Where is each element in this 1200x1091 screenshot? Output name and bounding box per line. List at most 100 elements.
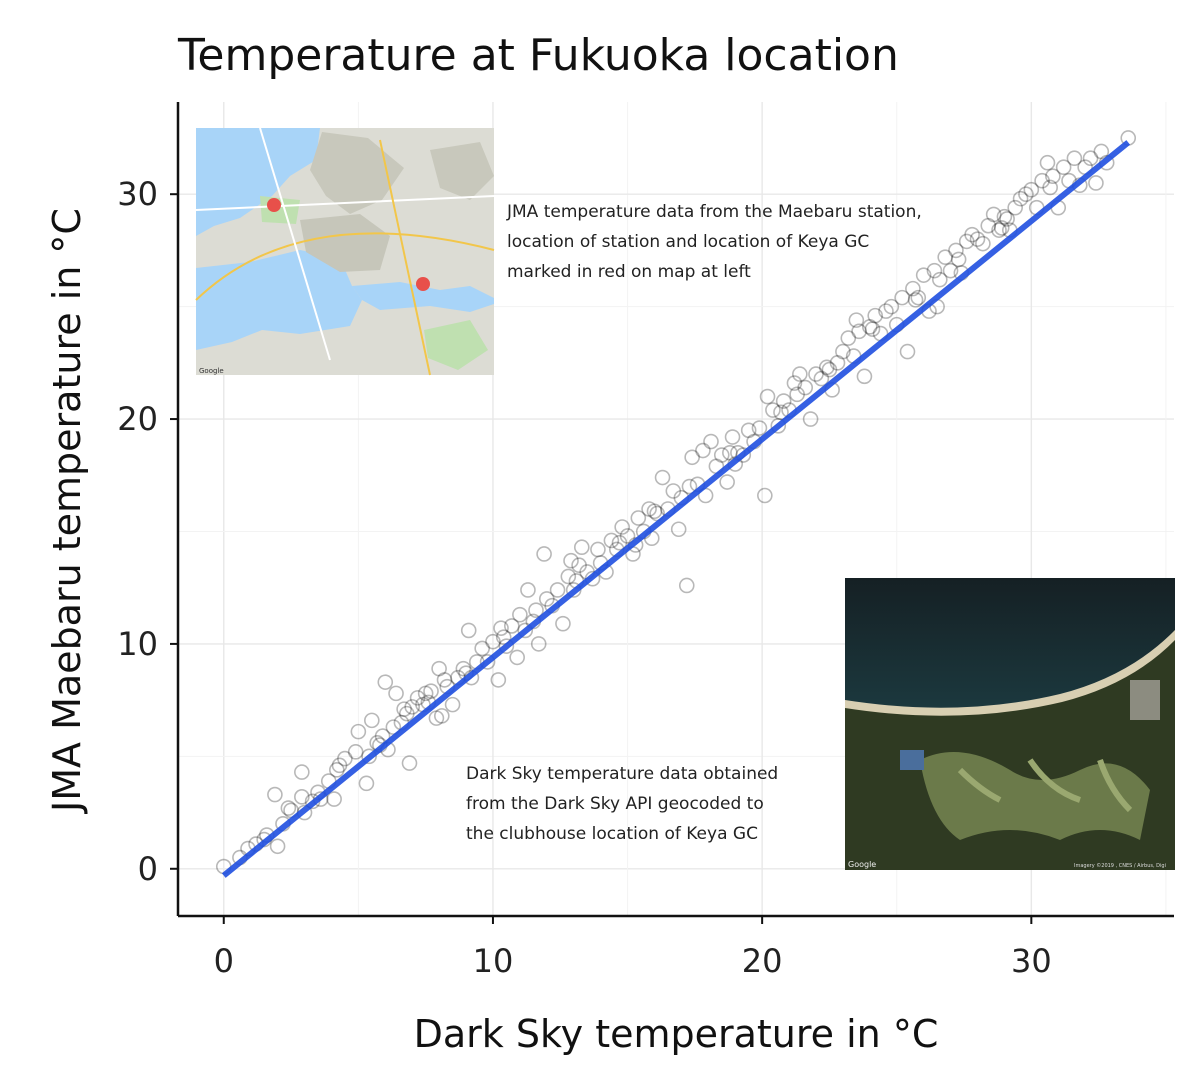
data-point (740, 422, 757, 439)
data-point (611, 534, 628, 551)
data-point (835, 343, 851, 360)
data-point (409, 690, 426, 706)
data-point (1093, 143, 1110, 160)
data-point (980, 217, 997, 234)
data-point (1042, 179, 1058, 196)
data-point (573, 539, 590, 556)
data-point (337, 750, 353, 767)
data-point (455, 660, 472, 677)
data-point (703, 433, 719, 450)
data-point (907, 292, 924, 308)
data-point (358, 775, 375, 792)
data-point (993, 220, 1010, 236)
data-point (786, 375, 803, 391)
data-point (493, 620, 509, 636)
data-point (267, 786, 283, 803)
annotation-jma-line-1: JMA temperature data from the Maebaru st… (506, 202, 922, 222)
data-point (503, 618, 520, 634)
y-tick-label: 20 (117, 400, 158, 438)
data-point (910, 289, 927, 306)
data-point (431, 660, 447, 677)
data-point (808, 366, 824, 382)
data-point (641, 501, 657, 517)
fit-line (221, 140, 1131, 878)
data-point (364, 712, 380, 729)
data-point (905, 280, 921, 297)
data-point (724, 429, 741, 445)
annotation-darksky-line-2: from the Dark Sky API geocoded to (466, 794, 764, 814)
data-point (428, 710, 445, 726)
data-point (975, 235, 991, 252)
data-point (883, 298, 900, 315)
data-point (1088, 175, 1104, 191)
data-point (423, 683, 439, 699)
data-point (937, 249, 953, 265)
data-point (829, 355, 846, 371)
data-point (821, 361, 838, 378)
data-point (460, 622, 477, 639)
data-point (969, 231, 986, 247)
data-point (388, 685, 404, 702)
data-point (1066, 150, 1083, 167)
data-point (797, 379, 814, 396)
data-point (985, 206, 1002, 223)
data-point (713, 447, 730, 463)
data-point (1034, 172, 1050, 189)
annotation-darksky-line-1: Dark Sky temperature data obtained (466, 764, 778, 784)
data-point (434, 708, 450, 724)
data-point (681, 478, 698, 495)
data-point (958, 233, 975, 250)
data-point (520, 582, 536, 598)
data-point (509, 649, 525, 666)
data-point (862, 319, 878, 335)
data-point (770, 418, 787, 434)
data-point (603, 532, 620, 549)
data-point (347, 744, 364, 760)
data-point (1055, 159, 1072, 176)
data-point (560, 568, 577, 585)
data-point (851, 323, 867, 340)
data-point (735, 447, 752, 463)
data-point (1082, 150, 1099, 167)
data-point (1018, 186, 1034, 202)
data-point (512, 606, 528, 623)
data-point (894, 289, 910, 306)
x-tick-label: 20 (742, 942, 783, 980)
data-point (479, 654, 496, 670)
data-point (1023, 181, 1040, 198)
data-point (765, 402, 781, 418)
data-point (999, 211, 1015, 227)
data-point (950, 251, 967, 268)
chart-title: Temperature at Fukuoka location (177, 30, 899, 81)
data-point (619, 528, 636, 544)
data-point (294, 789, 310, 805)
data-point (280, 800, 297, 816)
data-point (571, 557, 587, 574)
satellite-image: Google Imagery ©2019 , CNES / Airbus, Di… (845, 578, 1175, 870)
data-point (331, 757, 348, 774)
data-point (840, 330, 857, 346)
data-point (404, 699, 420, 715)
data-point (818, 359, 835, 376)
data-point (719, 474, 735, 490)
x-tick-label: 0 (214, 942, 234, 980)
data-point (377, 674, 394, 690)
x-tick-label: 30 (1011, 942, 1052, 980)
data-point (385, 719, 402, 735)
keya-gc-marker (416, 277, 430, 291)
data-point (614, 519, 630, 535)
data-point (538, 591, 555, 607)
x-axis-ticks: 0 10 20 30 (214, 916, 1052, 980)
data-point (942, 262, 959, 279)
data-point (856, 368, 873, 385)
data-point (759, 388, 776, 405)
data-point (813, 370, 830, 387)
annotation-jma-line-2: location of station and location of Keya… (507, 232, 869, 252)
data-point (549, 582, 566, 598)
annotation-jma: JMA temperature data from the Maebaru st… (506, 202, 927, 282)
data-point (269, 838, 286, 855)
data-point (555, 615, 571, 632)
data-point (802, 411, 819, 427)
data-point (665, 483, 682, 499)
annotation-darksky: Dark Sky temperature data obtained from … (466, 764, 784, 844)
